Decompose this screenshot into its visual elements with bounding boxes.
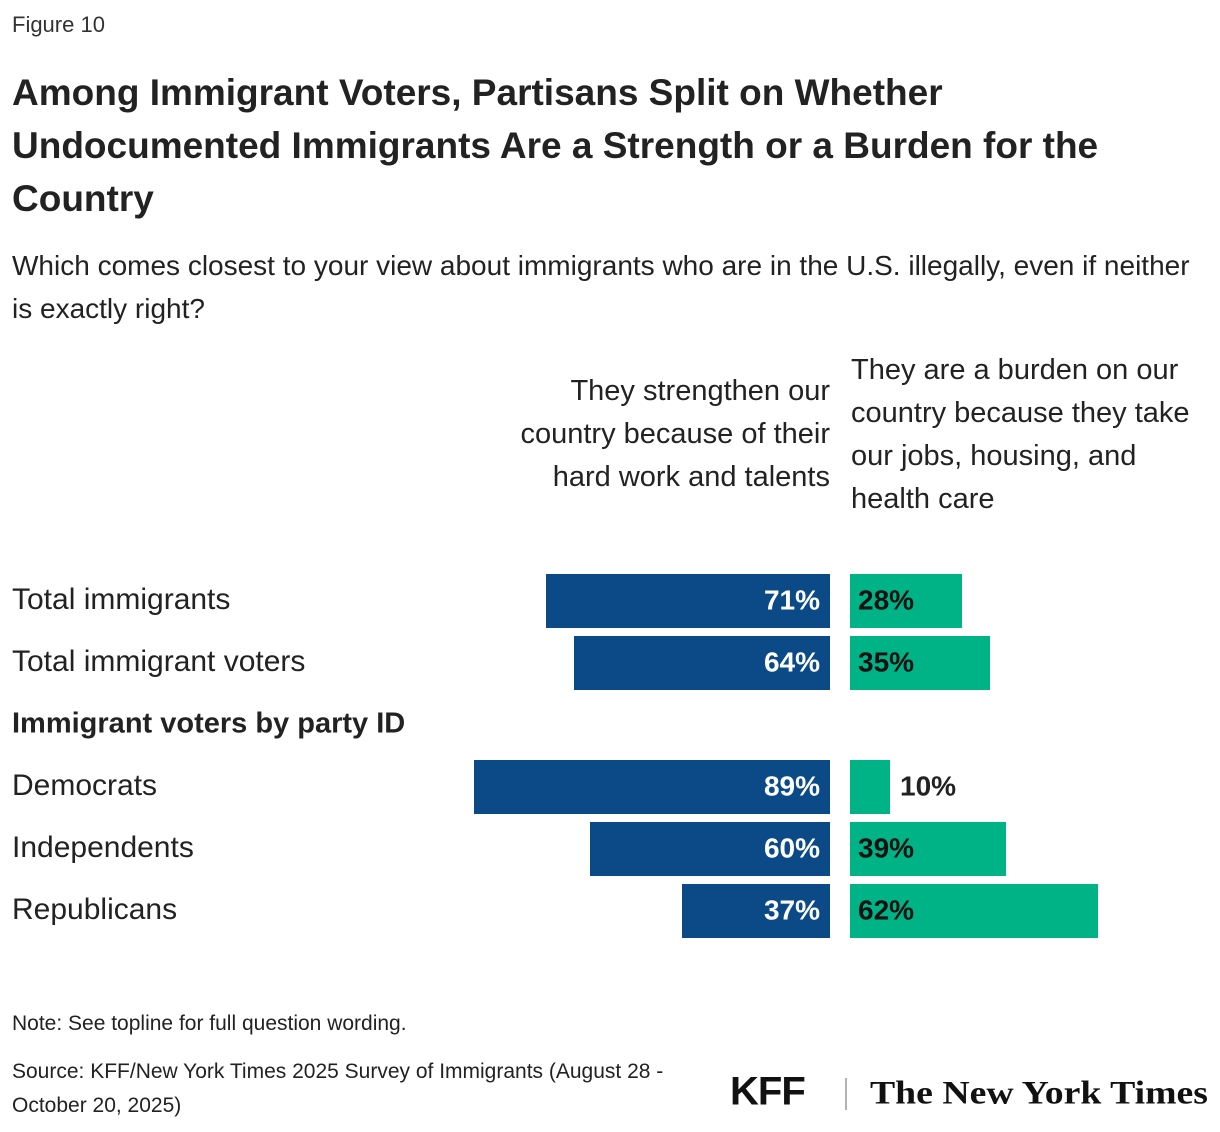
value-label: 37% [764,894,820,925]
bar [850,574,962,628]
value-label: 28% [858,584,914,615]
value-label: 39% [858,832,914,863]
category-label: Democrats [12,769,157,802]
legend-entry: They are a burden on our country because… [851,354,1190,515]
source: Source: KFF/New York Times 2025 Survey o… [12,1060,664,1117]
bar [682,884,830,938]
chart-subtitle: Which comes closest to your view about i… [12,250,1190,324]
category-label: Republicans [12,893,177,926]
category-label: Total immigrant voters [12,645,305,678]
bar [850,884,1098,938]
legend-entry: They strengthen our country because of t… [520,375,830,493]
value-label: 71% [764,584,820,615]
bar [474,760,830,814]
value-label: 60% [764,832,820,863]
category-label: Total immigrants [12,583,230,616]
group-label: Immigrant voters by party ID [12,708,405,740]
value-label: 64% [764,646,820,677]
logo: KFF [730,1070,805,1114]
value-label: 35% [858,646,914,677]
note: Note: See topline for full question word… [12,1012,407,1035]
bar [850,636,990,690]
value-label: 89% [764,770,820,801]
value-label: 10% [900,770,956,801]
bar [574,636,830,690]
bar [590,822,830,876]
bar [546,574,830,628]
value-label: 62% [858,894,914,925]
chart-title: Among Immigrant Voters, Partisans Split … [12,72,1099,219]
bar [850,822,1006,876]
logo: The New York Times [870,1076,1208,1112]
figure-label: Figure 10 [12,12,105,37]
category-label: Independents [12,831,194,864]
bar [850,760,890,814]
